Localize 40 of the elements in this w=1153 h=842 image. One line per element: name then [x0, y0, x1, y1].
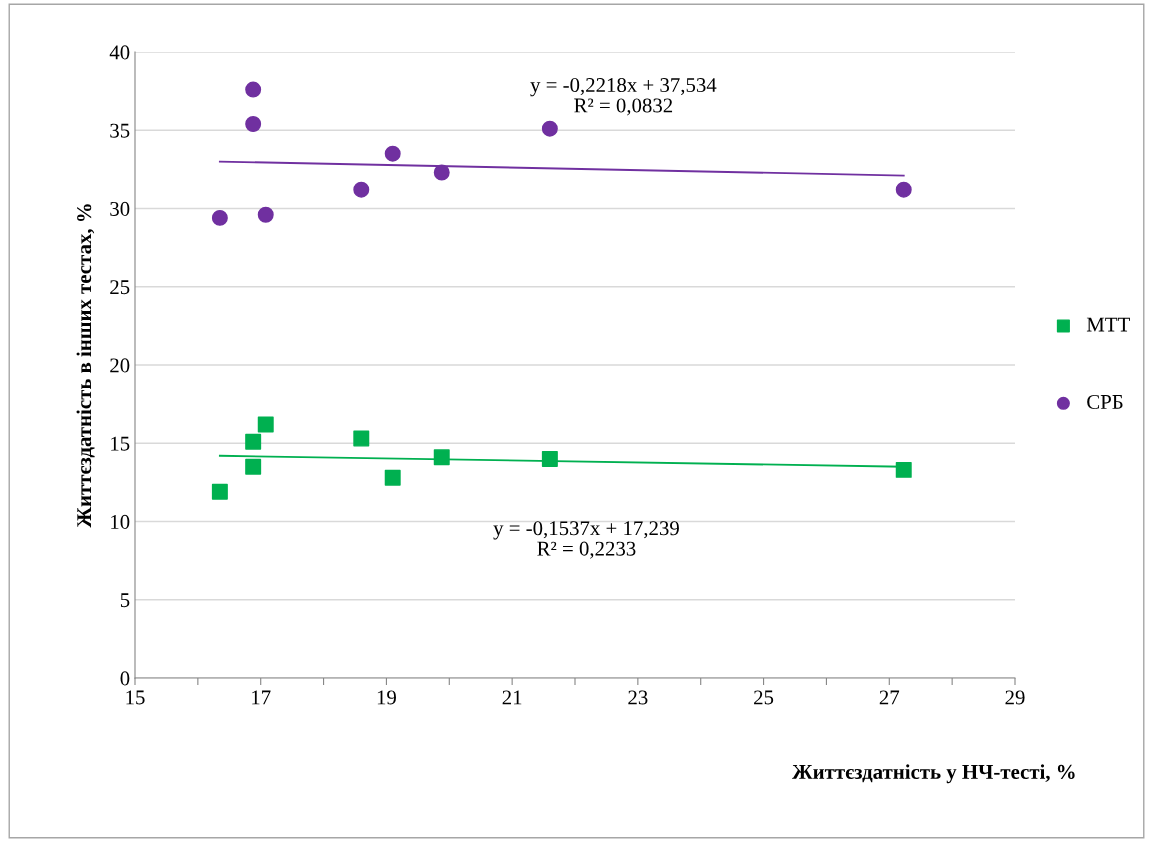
point: [895, 181, 912, 198]
annotation: y = -0,2218x + 37,534 R² = 0,0832: [530, 78, 717, 116]
point: [245, 458, 262, 475]
point: [353, 181, 370, 198]
point: [245, 81, 262, 98]
x-tick-label: 19: [377, 690, 396, 705]
point: [384, 469, 401, 486]
point: [895, 461, 912, 478]
point: [384, 145, 401, 162]
x-axis-title: Життєздатність у НЧ-тесті, %: [792, 764, 1075, 784]
x-tick-label: 29: [1005, 690, 1025, 705]
y-axis-title: Життєздатність в інших тестах, %: [76, 204, 95, 528]
y-tick-label: 10: [111, 514, 130, 529]
point: [211, 483, 228, 500]
point: [541, 120, 558, 137]
x-tick-label: 23: [628, 690, 648, 705]
point: [257, 206, 274, 223]
y-tick-label: 40: [109, 45, 130, 60]
point: [433, 164, 450, 181]
y-tick-label: 30: [110, 201, 130, 216]
point: [245, 116, 262, 132]
y-tick-label: 35: [110, 123, 130, 138]
x-tick-label: 17: [252, 690, 271, 705]
point: [433, 449, 450, 466]
y-tick-label: 5: [120, 593, 130, 608]
legend-label: МТТ: [1086, 317, 1130, 332]
point: [353, 430, 370, 447]
y-tick-label: 25: [110, 280, 130, 295]
point: [211, 209, 228, 226]
x-tick-label: 27: [879, 690, 900, 705]
y-tick-label: 0: [120, 671, 130, 686]
legend-label: СРБ: [1087, 394, 1123, 409]
point: [541, 450, 558, 467]
y-tick-label: 15: [111, 436, 130, 451]
x-tick-label: 21: [502, 690, 522, 705]
y-tick-label: 20: [110, 358, 130, 373]
point: [245, 433, 262, 450]
x-tick-label: 25: [754, 690, 774, 705]
point: [257, 416, 274, 433]
annotation: y = -0,1537x + 17,239 R² = 0,2233: [493, 521, 679, 559]
